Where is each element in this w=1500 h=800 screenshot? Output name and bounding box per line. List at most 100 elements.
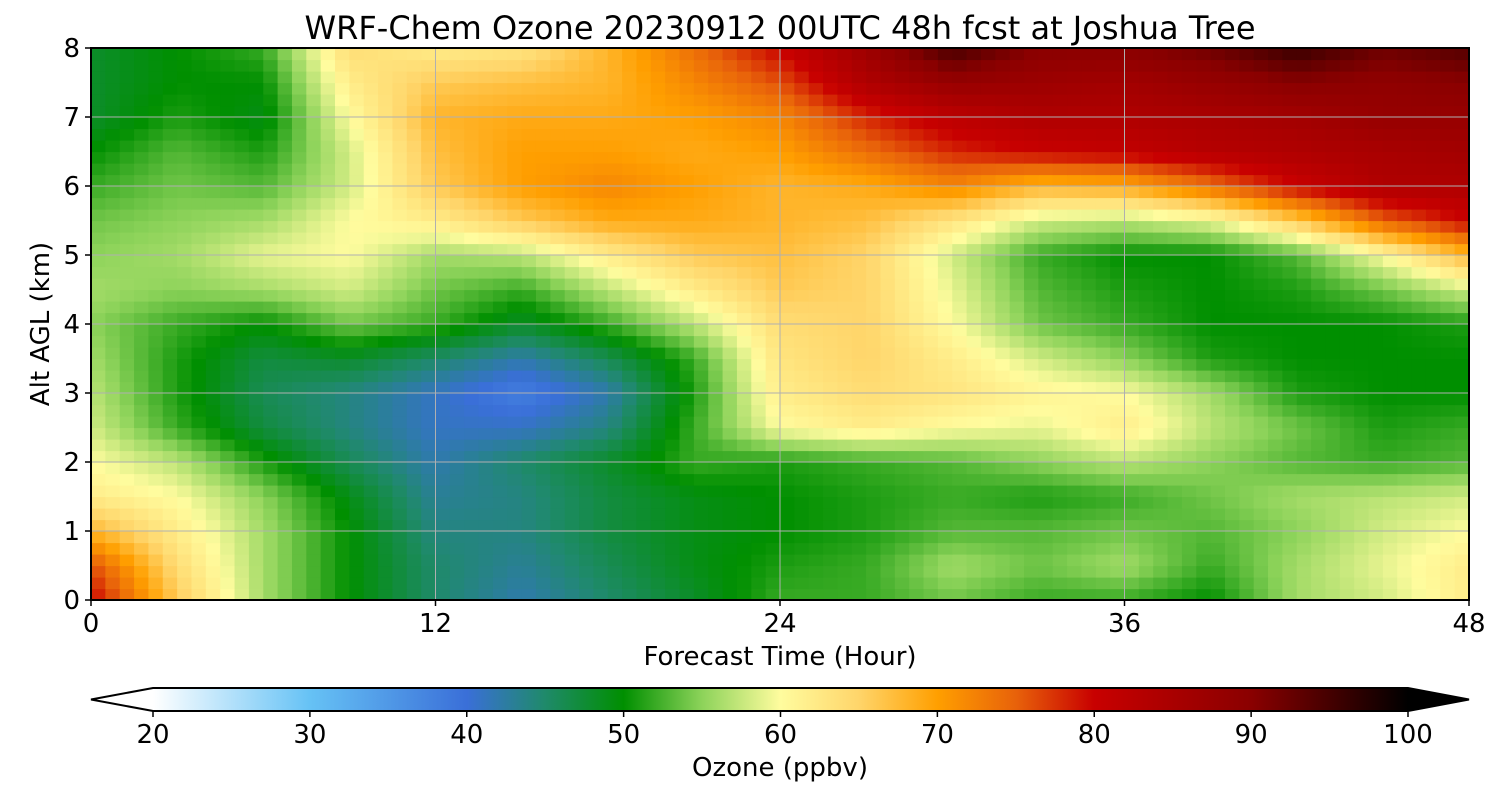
- heatmap-cell: [794, 439, 810, 452]
- heatmap-cell: [1339, 588, 1355, 601]
- heatmap-cell: [191, 324, 207, 337]
- heatmap-cell: [306, 266, 322, 279]
- heatmap-cell: [363, 462, 379, 475]
- heatmap-cell: [263, 94, 279, 107]
- heatmap-cell: [119, 439, 135, 452]
- heatmap-cell: [1009, 473, 1025, 486]
- heatmap-cell: [1095, 335, 1111, 348]
- heatmap-cell: [1239, 439, 1255, 452]
- heatmap-cell: [134, 186, 150, 199]
- heatmap-cell: [277, 312, 293, 325]
- heatmap-cell: [751, 59, 767, 72]
- heatmap-cell: [995, 71, 1011, 84]
- heatmap-cell: [579, 565, 594, 578]
- heatmap-cell: [1440, 347, 1456, 360]
- heatmap-cell: [148, 82, 164, 95]
- heatmap-cell: [708, 416, 724, 429]
- heatmap-cell: [91, 462, 106, 475]
- heatmap-cell: [708, 485, 724, 498]
- heatmap-cell: [923, 439, 939, 452]
- heatmap-cell: [880, 370, 896, 383]
- heatmap-cell: [1138, 588, 1154, 601]
- heatmap-cell: [392, 588, 408, 601]
- heatmap-cell: [980, 278, 996, 291]
- heatmap-cell: [421, 71, 437, 84]
- heatmap-cell: [952, 232, 968, 245]
- heatmap-cell: [1067, 71, 1083, 84]
- heatmap-cell: [406, 278, 422, 291]
- heatmap-cell: [1009, 324, 1025, 337]
- heatmap-cell: [1397, 140, 1413, 153]
- heatmap-cell: [421, 117, 437, 130]
- heatmap-cell: [335, 393, 350, 406]
- heatmap-cell: [1081, 163, 1097, 176]
- heatmap-cell: [263, 404, 279, 417]
- heatmap-cell: [234, 301, 250, 314]
- heatmap-cell: [1095, 232, 1111, 245]
- heatmap-cell: [607, 48, 623, 61]
- heatmap-cell: [392, 450, 408, 463]
- heatmap-cell: [693, 82, 709, 95]
- heatmap-cell: [1153, 232, 1169, 245]
- heatmap-cell: [909, 462, 925, 475]
- heatmap-cell: [1454, 347, 1470, 360]
- heatmap-cell: [1210, 370, 1226, 383]
- heatmap-cell: [177, 186, 193, 199]
- heatmap-cell: [1454, 163, 1470, 176]
- heatmap-cell: [564, 450, 580, 463]
- heatmap-cell: [1282, 71, 1298, 84]
- heatmap-cell: [507, 450, 523, 463]
- heatmap-cell: [1110, 508, 1126, 521]
- heatmap-cell: [765, 312, 781, 325]
- heatmap-cell: [1009, 588, 1025, 601]
- heatmap-cell: [1052, 358, 1068, 371]
- heatmap-cell: [952, 174, 968, 187]
- heatmap-cell: [1282, 381, 1298, 394]
- heatmap-cell: [1196, 324, 1212, 337]
- heatmap-cell: [263, 105, 279, 118]
- heatmap-cell: [1052, 128, 1068, 141]
- heatmap-cell: [1067, 531, 1083, 544]
- heatmap-cell: [177, 335, 193, 348]
- heatmap-cell: [894, 542, 910, 555]
- heatmap-cell: [1253, 301, 1269, 314]
- heatmap-cell: [751, 565, 767, 578]
- heatmap-cell: [392, 577, 408, 590]
- heatmap-cell: [851, 209, 867, 222]
- heatmap-cell: [1397, 71, 1413, 84]
- heatmap-cell: [937, 197, 953, 210]
- heatmap-cell: [1425, 105, 1441, 118]
- heatmap-cell: [1411, 255, 1427, 268]
- heatmap-cell: [521, 82, 537, 95]
- heatmap-cell: [1440, 186, 1456, 199]
- heatmap-cell: [378, 577, 394, 590]
- heatmap-cell: [708, 266, 724, 279]
- heatmap-cell: [378, 508, 394, 521]
- heatmap-cell: [980, 105, 996, 118]
- heatmap-cell: [851, 393, 867, 406]
- heatmap-cell: [421, 358, 437, 371]
- heatmap-cell: [1124, 324, 1140, 337]
- heatmap-cell: [392, 186, 408, 199]
- heatmap-cell: [1181, 266, 1197, 279]
- heatmap-cell: [980, 588, 996, 601]
- heatmap-cell: [1153, 59, 1169, 72]
- heatmap-cell: [277, 278, 293, 291]
- heatmap-cell: [636, 450, 652, 463]
- heatmap-cell: [1253, 140, 1269, 153]
- heatmap-cell: [205, 94, 221, 107]
- colorbar-tick-label: 40: [450, 720, 483, 750]
- heatmap-cell: [320, 163, 336, 176]
- heatmap-cell: [851, 358, 867, 371]
- heatmap-cell: [392, 370, 408, 383]
- heatmap-cell: [909, 140, 925, 153]
- heatmap-cell: [1210, 381, 1226, 394]
- heatmap-cell: [162, 312, 178, 325]
- heatmap-cell: [1440, 266, 1456, 279]
- heatmap-cell: [995, 450, 1011, 463]
- heatmap-cell: [435, 163, 451, 176]
- heatmap-cell: [306, 519, 322, 532]
- heatmap-cell: [1425, 565, 1441, 578]
- heatmap-cell: [579, 485, 594, 498]
- heatmap-cell: [1153, 266, 1169, 279]
